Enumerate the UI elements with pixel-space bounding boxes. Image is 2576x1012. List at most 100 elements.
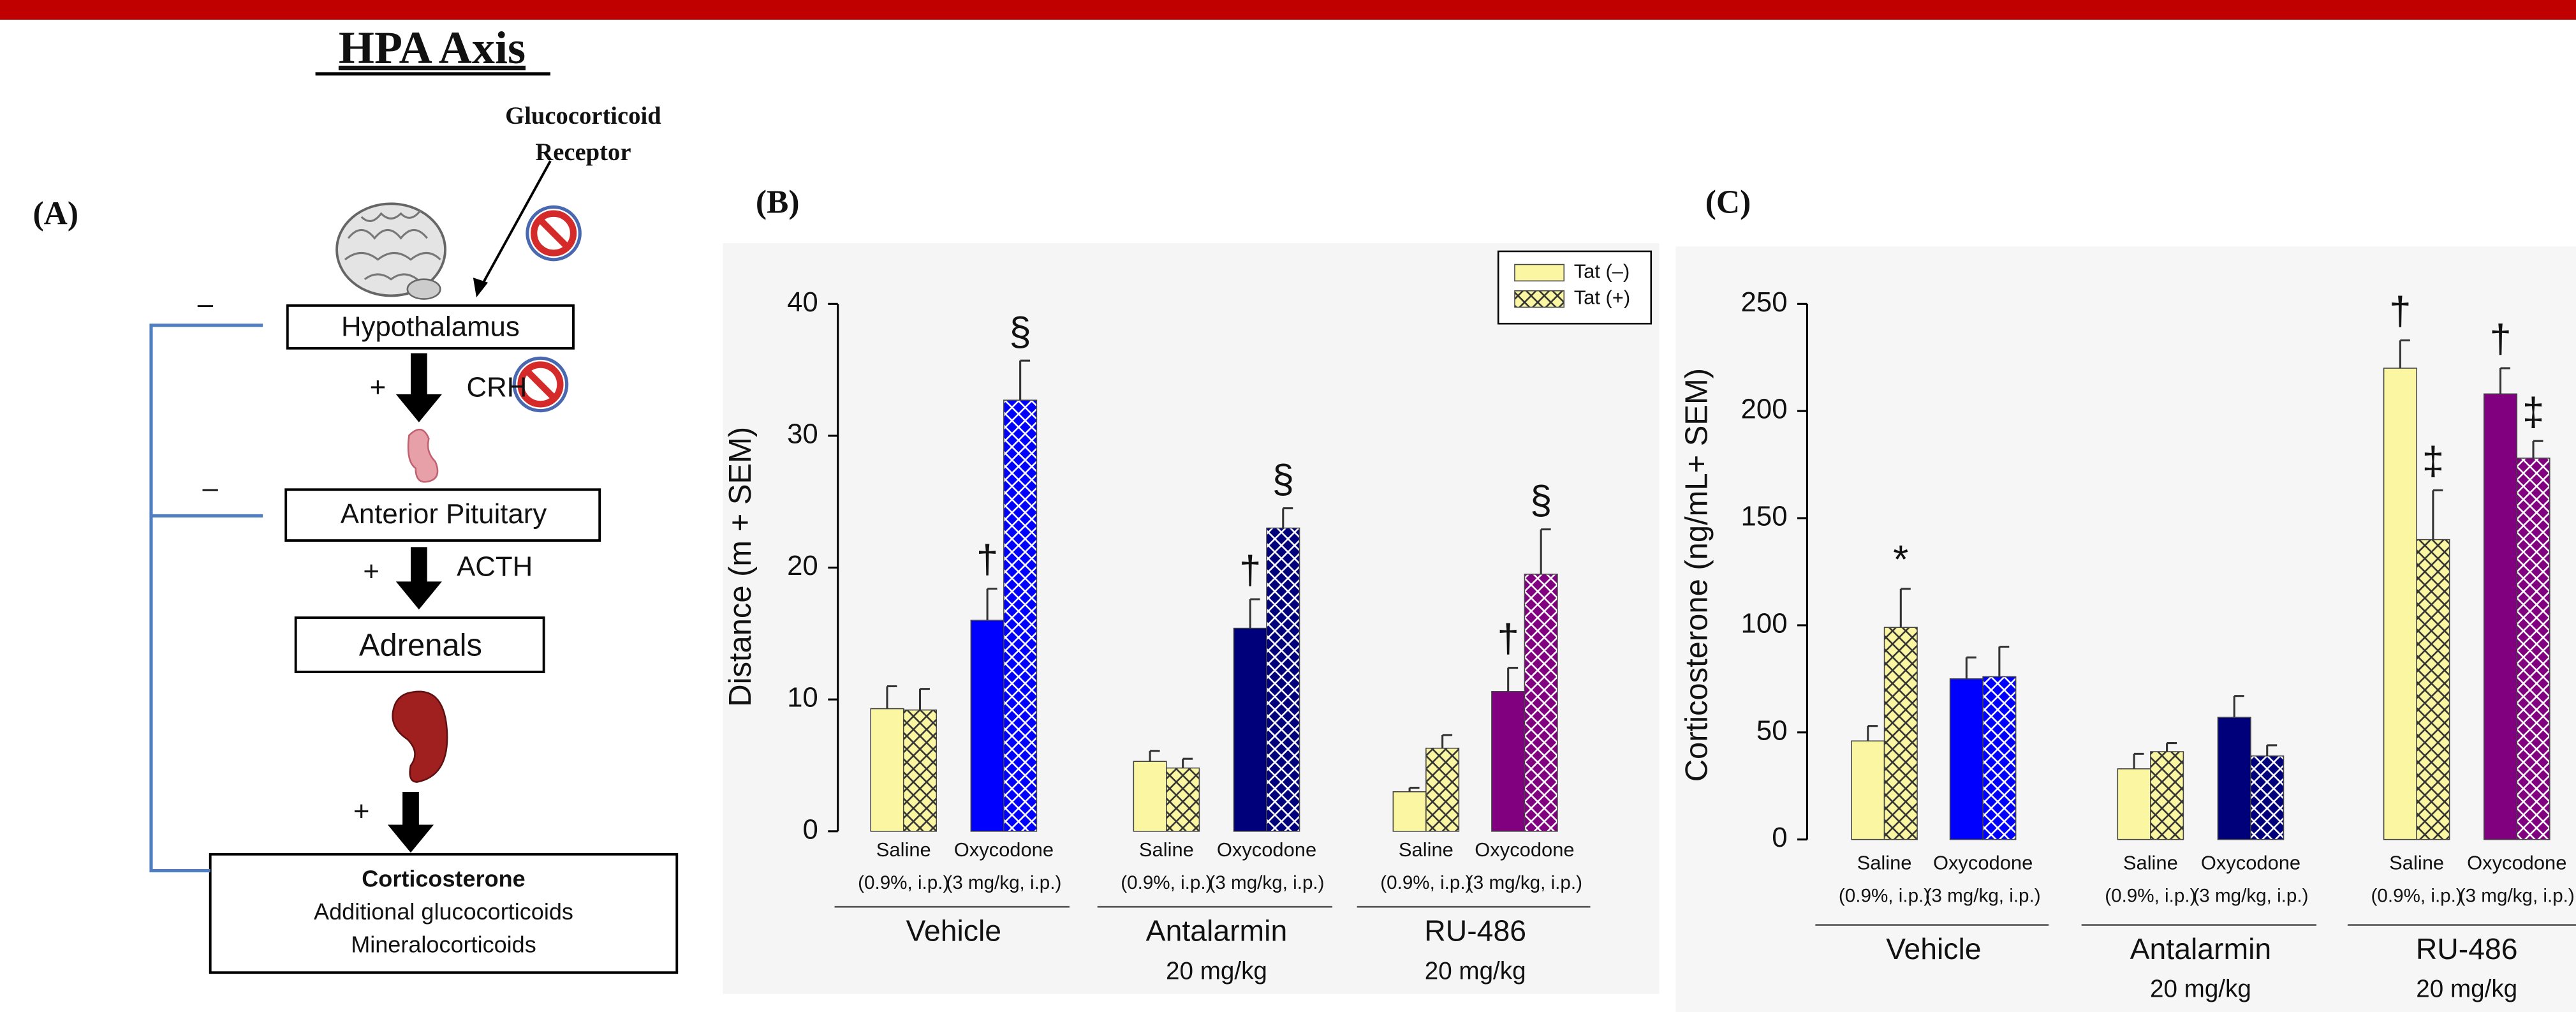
group-note: 20 mg/kg xyxy=(2416,976,2517,1003)
bar xyxy=(2484,394,2517,839)
stimulus-sign: + xyxy=(363,556,379,587)
category-label: Oxycodone xyxy=(954,838,1054,861)
panel-label: (A) xyxy=(33,196,79,232)
annotation: ‡ xyxy=(2522,390,2544,434)
y-tick-label: 30 xyxy=(787,419,818,450)
brain xyxy=(337,204,445,299)
legend-swatch xyxy=(1515,291,1564,308)
annotation: † xyxy=(1239,548,1261,592)
annotation: † xyxy=(2389,290,2411,334)
category-label: Oxycodone xyxy=(1475,838,1574,861)
group-note: 20 mg/kg xyxy=(2150,976,2251,1003)
category-note: (0.9%, i.p.) xyxy=(1121,872,1212,893)
category-label: Saline xyxy=(1399,838,1454,861)
bar xyxy=(2384,368,2417,840)
category-label: Saline xyxy=(2123,851,2178,874)
feedback-line xyxy=(151,325,263,871)
bar xyxy=(1393,792,1426,831)
bar xyxy=(1885,627,1918,839)
category-note: (3 mg/kg, i.p.) xyxy=(2193,886,2308,907)
box-label: Anterior Pituitary xyxy=(341,498,547,530)
annotation: † xyxy=(1497,617,1519,661)
receptor-label: Glucocorticoid xyxy=(505,103,661,130)
category-note: (3 mg/kg, i.p.) xyxy=(1467,872,1582,893)
page: HPA Axis (A) Glucocorticoid Receptor Hyp… xyxy=(0,0,2576,1012)
box-label: Adrenals xyxy=(359,628,482,662)
category-label: Saline xyxy=(876,838,931,861)
bar xyxy=(1133,761,1167,831)
top-banner xyxy=(0,0,2576,20)
y-axis-label: Corticosterone (ng/mL+ SEM) xyxy=(1679,368,1714,782)
feedback-sign: – xyxy=(203,472,219,503)
group-label: Vehicle xyxy=(906,914,1001,948)
category-note: (0.9%, i.p.) xyxy=(858,872,949,893)
panel-label: (B) xyxy=(756,184,800,221)
stimulus-sign: + xyxy=(353,796,370,827)
bar xyxy=(1233,629,1267,831)
bar xyxy=(1004,400,1037,831)
y-tick-label: 20 xyxy=(787,550,818,581)
legend-label: Tat (+) xyxy=(1574,286,1630,309)
annotation: § xyxy=(1272,458,1294,502)
prohibit-icon xyxy=(527,207,580,259)
annotation: ‡ xyxy=(2422,440,2444,484)
bar xyxy=(904,710,937,831)
annotation: § xyxy=(1530,479,1552,523)
annotation: † xyxy=(976,538,998,582)
category-label: Saline xyxy=(2389,851,2444,874)
category-note: (3 mg/kg, i.p.) xyxy=(1925,886,2041,907)
stimulus-sign: + xyxy=(370,372,386,403)
category-label: Oxycodone xyxy=(2201,851,2300,874)
arrow-label: ACTH xyxy=(457,551,533,582)
diagram-title: HPA Axis xyxy=(339,22,526,73)
feedback-sign: – xyxy=(198,288,214,319)
y-tick-label: 100 xyxy=(1741,607,1788,639)
y-tick-label: 0 xyxy=(802,814,818,845)
annotation: * xyxy=(1893,538,1908,582)
bar xyxy=(2117,769,2151,840)
bar xyxy=(1426,748,1459,831)
group-label: RU-486 xyxy=(2416,932,2518,965)
output-label: Additional glucocorticoids xyxy=(314,898,573,925)
category-note: (3 mg/kg, i.p.) xyxy=(1209,872,1324,893)
bar xyxy=(1851,741,1885,839)
bar xyxy=(1267,528,1300,831)
group-note: 20 mg/kg xyxy=(1425,957,1526,985)
category-note: (0.9%, i.p.) xyxy=(1380,872,1471,893)
y-tick-label: 50 xyxy=(1756,715,1788,746)
output-label: Mineralocorticoids xyxy=(351,932,536,958)
category-label: Saline xyxy=(1857,851,1912,874)
y-tick-label: 150 xyxy=(1741,501,1788,532)
bar xyxy=(871,709,904,831)
y-axis-label: Distance (m + SEM) xyxy=(723,427,758,707)
bar xyxy=(2151,752,2184,840)
bar xyxy=(2417,540,2450,840)
bar xyxy=(1167,768,1200,831)
figure: HPA Axis (A) Glucocorticoid Receptor Hyp… xyxy=(0,0,2576,1012)
bar xyxy=(2251,756,2284,840)
group-label: Antalarmin xyxy=(1146,914,1288,948)
y-tick-label: 0 xyxy=(1772,822,1787,853)
annotation: § xyxy=(1009,309,1031,353)
bar xyxy=(1950,679,1984,840)
bar xyxy=(971,620,1004,831)
category-label: Oxycodone xyxy=(2467,851,2566,874)
bar xyxy=(1492,692,1525,831)
panel-label: (C) xyxy=(1705,184,1751,221)
legend-swatch xyxy=(1515,265,1564,281)
category-label: Saline xyxy=(1139,838,1194,861)
pituitary-icon xyxy=(408,429,438,482)
category-label: Oxycodone xyxy=(1217,838,1316,861)
output-label: Corticosterone xyxy=(362,866,525,892)
group-label: Vehicle xyxy=(1886,932,1981,965)
bar xyxy=(2218,717,2251,839)
group-label: Antalarmin xyxy=(2130,932,2272,965)
category-note: (3 mg/kg, i.p.) xyxy=(2459,886,2575,907)
bar xyxy=(1524,574,1557,831)
y-tick-label: 10 xyxy=(787,682,818,713)
y-tick-label: 250 xyxy=(1741,286,1788,318)
kidney-icon xyxy=(393,692,447,782)
annotation: † xyxy=(2489,317,2511,361)
category-label: Oxycodone xyxy=(1933,851,2033,874)
group-label: RU-486 xyxy=(1424,914,1526,948)
